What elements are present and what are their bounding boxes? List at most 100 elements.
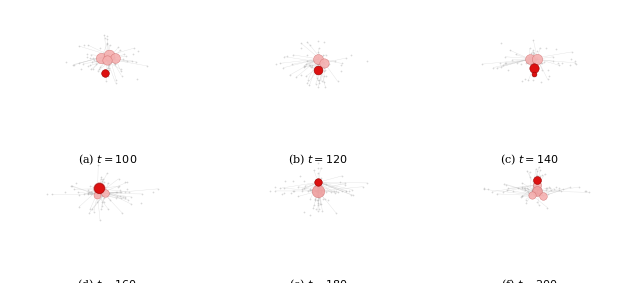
Point <box>102 42 112 46</box>
Point <box>495 41 506 46</box>
Point <box>85 56 95 61</box>
Point <box>516 181 527 185</box>
Point <box>507 58 517 62</box>
Point <box>505 48 515 53</box>
Point <box>95 218 105 222</box>
Point <box>111 196 121 201</box>
Point <box>316 183 326 187</box>
Point <box>282 53 292 58</box>
Point <box>83 190 93 195</box>
Point <box>497 63 508 67</box>
Point <box>314 186 324 190</box>
Point <box>302 59 312 63</box>
Point <box>317 79 327 83</box>
Point <box>102 37 112 41</box>
Point <box>532 57 542 61</box>
Point <box>321 182 331 186</box>
Point <box>358 185 368 189</box>
Point <box>115 184 125 188</box>
Point <box>103 73 113 78</box>
Point <box>301 74 311 79</box>
Point <box>287 189 298 193</box>
Point <box>67 183 77 188</box>
Point <box>573 185 584 189</box>
Point <box>288 53 298 57</box>
Point <box>512 61 522 65</box>
Point <box>74 205 84 209</box>
Point <box>103 59 113 63</box>
Point <box>316 176 326 180</box>
Point <box>99 61 109 65</box>
Point <box>60 190 70 194</box>
Point <box>309 58 319 63</box>
Point <box>527 58 537 63</box>
Point <box>313 188 323 193</box>
Point <box>310 82 321 86</box>
Point <box>516 79 527 83</box>
Point <box>116 69 126 74</box>
Point <box>527 192 537 197</box>
Point <box>500 55 511 59</box>
Point <box>330 59 340 63</box>
Point <box>102 171 112 175</box>
Point <box>500 61 510 65</box>
Point <box>306 188 316 192</box>
Point <box>104 60 115 64</box>
Point <box>110 62 120 66</box>
Point <box>529 65 539 70</box>
Point <box>551 185 561 189</box>
Point <box>547 59 557 64</box>
Point <box>96 59 106 64</box>
Point <box>302 53 312 57</box>
Point <box>93 69 103 73</box>
Point <box>311 189 321 193</box>
Text: (b) $t = 120$: (b) $t = 120$ <box>289 153 348 167</box>
Point <box>120 194 130 199</box>
Point <box>103 66 113 70</box>
Point <box>519 186 529 191</box>
Point <box>308 203 319 207</box>
Point <box>516 185 527 189</box>
Point <box>102 57 112 62</box>
Point <box>96 185 106 190</box>
Point <box>532 189 543 193</box>
Point <box>540 46 550 50</box>
Point <box>102 59 112 64</box>
Point <box>318 197 328 201</box>
Point <box>531 68 541 72</box>
Point <box>100 70 110 75</box>
Point <box>529 51 539 55</box>
Point <box>90 190 100 194</box>
Point <box>321 74 332 78</box>
Point <box>317 192 327 197</box>
Point <box>537 67 547 72</box>
Point <box>116 67 126 72</box>
Point <box>89 57 99 62</box>
Point <box>85 207 95 211</box>
Point <box>303 77 313 82</box>
Point <box>133 49 143 53</box>
Point <box>90 194 100 198</box>
Point <box>320 85 330 89</box>
Point <box>499 182 509 186</box>
Point <box>110 81 120 85</box>
Point <box>525 170 535 174</box>
Point <box>113 185 123 190</box>
Point <box>94 58 104 63</box>
Point <box>305 187 315 191</box>
Point <box>82 52 92 56</box>
Point <box>530 183 540 188</box>
Point <box>74 44 84 48</box>
Point <box>120 196 131 200</box>
Point <box>523 186 533 191</box>
Point <box>515 195 525 200</box>
Point <box>532 190 543 195</box>
Point <box>320 67 330 72</box>
Point <box>102 59 113 64</box>
Point <box>74 193 84 198</box>
Point <box>102 188 112 193</box>
Point <box>96 192 106 196</box>
Point <box>312 198 323 202</box>
Point <box>496 65 506 69</box>
Point <box>94 186 104 191</box>
